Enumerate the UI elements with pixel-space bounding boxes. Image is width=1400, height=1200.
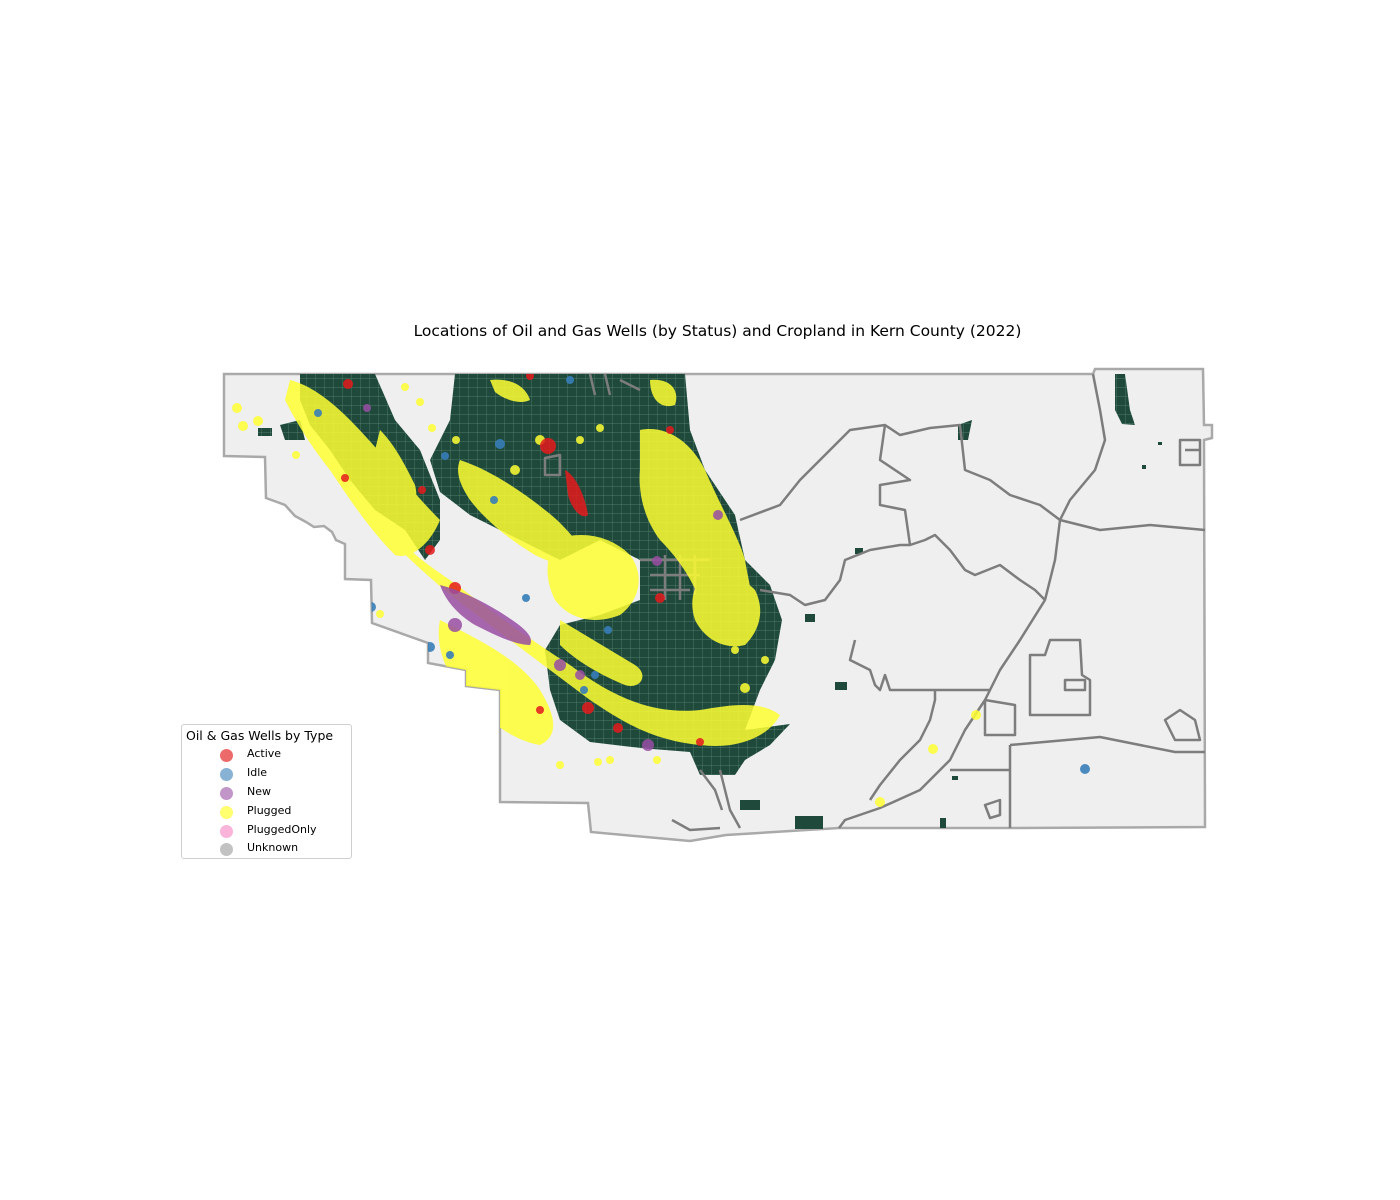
district-boundaries: [543, 373, 1206, 832]
map-legend: Oil & Gas Wells by Type Active Idle New …: [181, 724, 352, 859]
plugged-marker-icon: [220, 806, 233, 819]
pluggedonly-marker-icon: [220, 825, 233, 838]
active-marker-icon: [220, 749, 233, 762]
legend-title: Oil & Gas Wells by Type: [186, 728, 334, 743]
legend-item-new: New: [182, 784, 350, 802]
wells-layer: [232, 372, 1090, 807]
legend-item-plugged: Plugged: [182, 803, 350, 821]
map-title: Locations of Oil and Gas Wells (by Statu…: [413, 322, 1022, 340]
legend-item-active: Active: [182, 746, 350, 764]
legend-label-new: New: [247, 785, 271, 798]
legend-label-idle: Idle: [247, 766, 268, 779]
legend-label-unknown: Unknown: [247, 841, 299, 854]
legend-item-unknown: Unknown: [182, 840, 350, 858]
legend-label-pluggedonly: PluggedOnly: [247, 823, 317, 836]
idle-marker-icon: [220, 768, 233, 781]
legend-label-plugged: Plugged: [247, 804, 292, 817]
legend-item-pluggedonly: PluggedOnly: [182, 822, 350, 840]
legend-item-idle: Idle: [182, 765, 350, 783]
new-marker-icon: [220, 787, 233, 800]
unknown-marker-icon: [220, 843, 233, 856]
legend-label-active: Active: [247, 747, 282, 760]
